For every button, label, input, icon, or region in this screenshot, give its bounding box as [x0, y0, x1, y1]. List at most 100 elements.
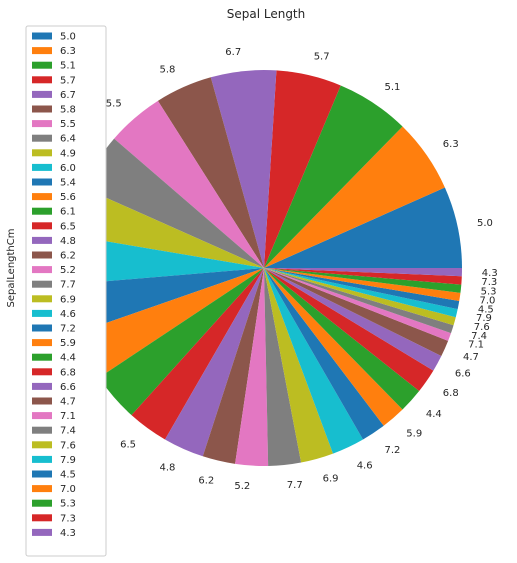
- legend-swatch-6.4: [32, 134, 52, 142]
- pie-slice-6.5: [131, 268, 264, 440]
- legend-swatch-5.4: [32, 178, 52, 186]
- legend-label-4.8: 4.8: [60, 236, 76, 247]
- slice-label-4.7: 4.7: [463, 352, 479, 363]
- legend-label-5.0: 5.0: [60, 32, 76, 43]
- legend-swatch-4.7: [32, 397, 52, 405]
- legend-label-5.6: 5.6: [60, 192, 76, 203]
- pie-slice-6.0: [65, 234, 264, 285]
- legend-swatch-5.9: [32, 339, 52, 347]
- pie-slice-6.7: [210, 69, 277, 268]
- pie-slice-5.6: [77, 268, 264, 378]
- legend-label-5.1: 5.1: [60, 61, 76, 72]
- legend-label-5.9: 5.9: [60, 338, 76, 349]
- slice-label-6.2: 6.2: [198, 476, 214, 487]
- pie-slice-4.3: [264, 268, 463, 277]
- slice-label-7.3: 7.3: [481, 277, 497, 288]
- legend-swatch-6.1: [32, 207, 52, 215]
- legend-label-4.4: 4.4: [60, 353, 76, 364]
- legend-swatch-7.7: [32, 280, 52, 288]
- legend-label-4.9: 4.9: [60, 148, 76, 159]
- legend-swatch-4.4: [32, 353, 52, 361]
- slice-label-6.7: 6.7: [225, 47, 241, 58]
- legend-swatch-5.7: [32, 76, 52, 84]
- slice-label-5.9: 5.9: [406, 428, 422, 439]
- slice-label-6.8: 6.8: [443, 388, 459, 399]
- pie-slice-5.9: [264, 268, 403, 426]
- legend-swatch-6.2: [32, 251, 52, 259]
- pie-slice-6.2: [202, 268, 264, 464]
- legend-swatch-5.1: [32, 61, 52, 69]
- legend-swatch-6.0: [32, 163, 52, 171]
- legend-label-6.3: 6.3: [60, 46, 76, 57]
- pie-slice-7.0: [264, 268, 461, 302]
- legend: 5.0 6.3 5.1 5.7 6.7 5.8 5.5 6.4 4.9 6.0 5.4 5.6 6.1 6…: [25, 25, 107, 557]
- pie-slice-7.3: [264, 268, 462, 285]
- legend-swatch-5.8: [32, 105, 52, 113]
- legend-label-5.2: 5.2: [60, 265, 76, 276]
- legend-label-6.5: 6.5: [60, 221, 76, 232]
- legend-label-7.2: 7.2: [60, 324, 76, 335]
- pie-slice-4.4: [264, 268, 420, 410]
- pie-slice-6.8: [264, 268, 434, 391]
- slice-label-5.5: 5.5: [106, 99, 122, 110]
- legend-label-6.9: 6.9: [60, 294, 76, 305]
- legend-label-4.7: 4.7: [60, 397, 76, 408]
- legend-swatch-6.5: [32, 222, 52, 230]
- pie-slice-6.1: [99, 268, 264, 416]
- legend-label-5.4: 5.4: [60, 178, 76, 189]
- pie-slice-6.6: [264, 268, 442, 371]
- slice-label-5.8: 5.8: [159, 65, 175, 76]
- pie-slice-5.1: [264, 85, 403, 268]
- legend-label-7.3: 7.3: [60, 513, 76, 524]
- legend-label-4.3: 4.3: [60, 528, 76, 539]
- pie-slice-7.7: [264, 268, 302, 466]
- legend-swatch-5.2: [32, 266, 52, 274]
- legend-swatch-6.7: [32, 90, 52, 98]
- slice-label-7.6: 7.6: [474, 322, 490, 333]
- pie-slice-6.4: [83, 138, 265, 268]
- slice-label-6.6: 6.6: [455, 368, 471, 379]
- pie-slice-4.8: [165, 268, 264, 457]
- legend-swatch-4.3: [32, 528, 52, 536]
- legend-label-5.7: 5.7: [60, 75, 76, 86]
- legend-label-6.0: 6.0: [60, 163, 76, 174]
- slice-label-7.1: 7.1: [468, 339, 484, 350]
- slice-label-7.2: 7.2: [385, 445, 401, 456]
- pie-slice-5.8: [157, 77, 264, 268]
- legend-label-4.5: 4.5: [60, 470, 76, 481]
- legend-label-7.9: 7.9: [60, 455, 76, 466]
- legend-swatch-5.3: [32, 499, 52, 507]
- legend-label-4.6: 4.6: [60, 309, 76, 320]
- legend-swatch-6.8: [32, 368, 52, 376]
- legend-swatch-7.1: [32, 412, 52, 420]
- pie-slice-7.9: [264, 268, 458, 318]
- legend-swatch-7.2: [32, 324, 52, 332]
- pie-slice-4.7: [264, 268, 449, 357]
- pie-slice-7.4: [264, 268, 454, 334]
- legend-swatch-7.0: [32, 485, 52, 493]
- pie-slice-5.4: [66, 268, 264, 334]
- legend-label-7.0: 7.0: [60, 484, 76, 495]
- legend-swatch-6.6: [32, 382, 52, 390]
- y-axis-label: SepalLengthCm: [6, 229, 17, 308]
- legend-label-6.4: 6.4: [60, 134, 76, 145]
- legend-label-7.6: 7.6: [60, 440, 76, 451]
- pie-slice-5.3: [264, 268, 462, 293]
- pie-slice-5.7: [264, 70, 341, 268]
- slice-label-4.8: 4.8: [159, 463, 175, 474]
- legend-swatch-4.9: [32, 149, 52, 157]
- legend-label-6.7: 6.7: [60, 90, 76, 101]
- legend-swatch-6.9: [32, 295, 52, 303]
- legend-label-6.6: 6.6: [60, 382, 76, 393]
- legend-swatch-4.5: [32, 470, 52, 478]
- legend-swatch-5.0: [32, 32, 52, 40]
- legend-swatch-7.6: [32, 441, 52, 449]
- slice-label-7.7: 7.7: [287, 480, 303, 491]
- slice-label-5.3: 5.3: [481, 286, 497, 297]
- pie-slice-4.5: [264, 268, 460, 310]
- legend-swatch-4.6: [32, 309, 52, 317]
- legend-label-5.3: 5.3: [60, 499, 76, 510]
- pie-slice-7.1: [264, 268, 451, 341]
- legend-swatch-7.3: [32, 514, 52, 522]
